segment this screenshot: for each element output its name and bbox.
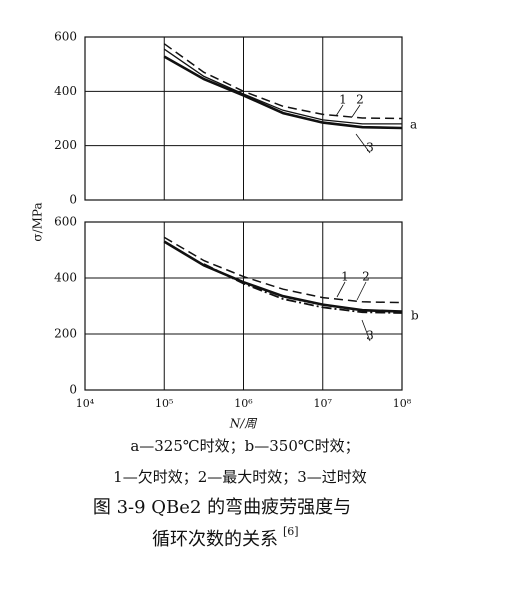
y-tick-label: 200 [54, 138, 77, 152]
series-label: 1 [341, 270, 349, 284]
x-tick-label: 10⁴ [76, 397, 95, 410]
series-label: 2 [362, 270, 370, 284]
y-tick-label: 200 [54, 327, 77, 341]
reference: [6] [283, 525, 299, 538]
y-axis-label: σ/MPa [31, 202, 45, 241]
line-series [163, 240, 403, 313]
series-label: 2 [356, 93, 364, 107]
leader-line [355, 133, 371, 154]
line-series [163, 48, 402, 125]
note: a—325℃时效；b—350℃时效； [130, 437, 359, 455]
series-label: 1 [339, 93, 347, 107]
y-tick-label: 600 [54, 30, 77, 44]
series-label: 3 [366, 141, 374, 155]
x-tick-label: 10⁶ [234, 397, 253, 410]
line-series [163, 236, 403, 304]
x-tick-label: 10⁸ [393, 397, 412, 410]
leader-line [356, 281, 367, 301]
leader-line [361, 319, 371, 342]
series-label: 3 [366, 329, 374, 343]
x-tick-label: 10⁵ [155, 397, 173, 410]
line-series [163, 55, 403, 130]
chart-label: a [410, 118, 417, 132]
x-tick-label: 10⁷ [314, 397, 333, 410]
figure-caption: 循环次数的关系 [152, 529, 278, 550]
y-tick-label: 400 [54, 84, 77, 98]
y-tick-label: 0 [69, 193, 77, 207]
note: 1—欠时效；2—最大时效；3—过时效 [113, 468, 367, 486]
y-tick-label: 600 [54, 215, 77, 229]
line-series [163, 43, 403, 120]
line-series [203, 263, 403, 314]
x-axis-label: N/周 [229, 417, 258, 431]
leader-line [335, 104, 344, 117]
leader-line [351, 104, 361, 118]
leader-line [336, 281, 346, 298]
y-tick-label: 400 [54, 271, 77, 285]
figure-caption: 图 3-9 QBe2 的弯曲疲劳强度与 [93, 497, 351, 518]
chart-label: b [411, 309, 419, 323]
y-tick-label: 0 [69, 383, 77, 397]
